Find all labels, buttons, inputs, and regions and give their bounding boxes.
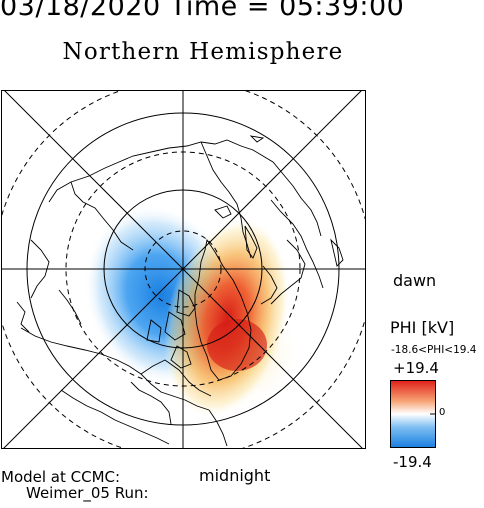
colorbar (390, 380, 436, 448)
colorbar-range: -18.6<PHI<19.4 (391, 344, 477, 356)
dawn-label: dawn (393, 271, 437, 290)
midnight-label: midnight (199, 466, 271, 485)
potential-pattern (83, 204, 301, 419)
colorbar-max-label: +19.4 (393, 359, 439, 377)
colorbar-zero-label: 0 (439, 407, 446, 418)
meridian-diagonal-2 (3, 91, 362, 448)
colorbar-min-label: -19.4 (393, 453, 432, 471)
run-label: Weimer_05 Run: (26, 484, 149, 502)
graticule (2, 91, 365, 448)
colorbar-title: PHI [kV] (390, 318, 455, 337)
model-label: Model at CCMC: (1, 468, 121, 486)
polar-map (1, 90, 366, 449)
hemisphere-title: Northern Hemisphere (62, 39, 344, 65)
coastlines (16, 135, 344, 447)
timestamp-header: 03/18/2020 Time = 05:39:00 (0, 0, 405, 22)
